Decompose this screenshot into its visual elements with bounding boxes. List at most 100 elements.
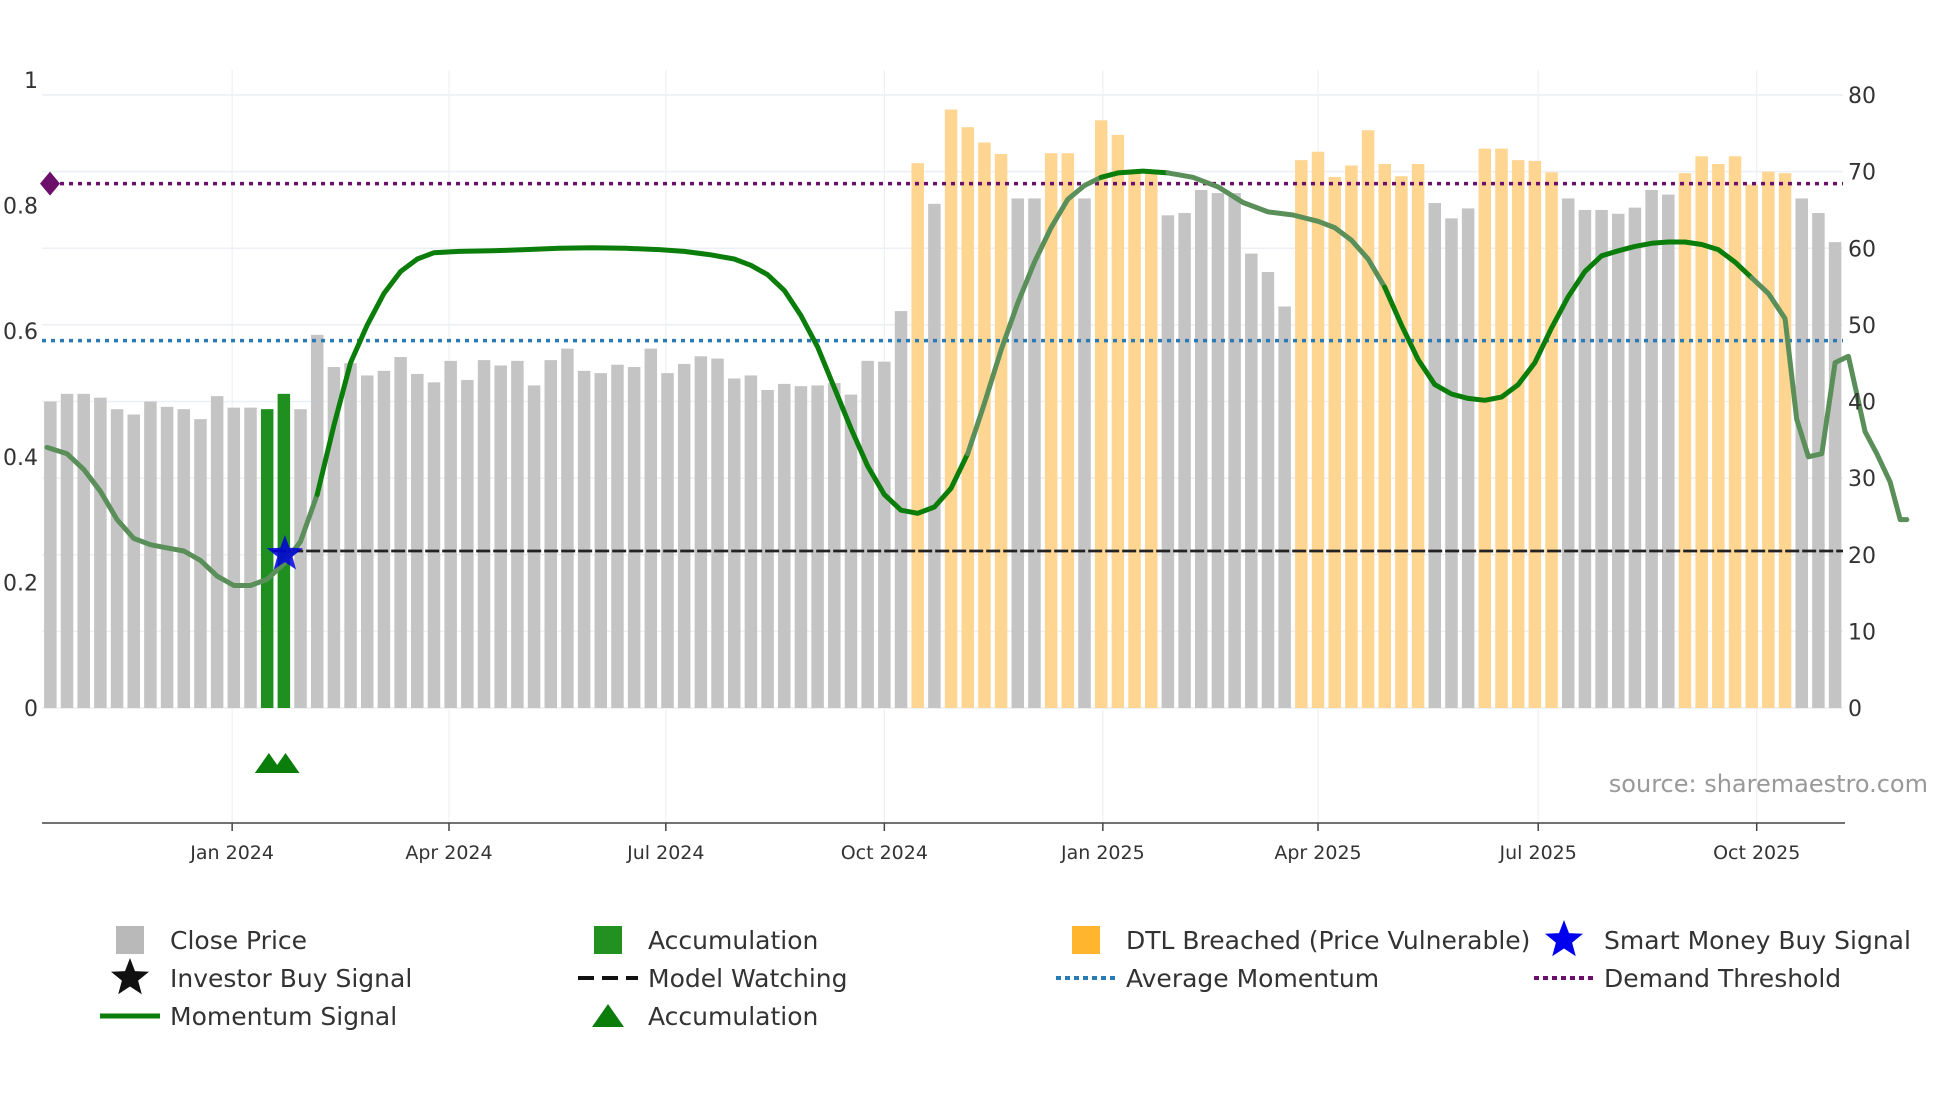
bar-dtl-65: [1128, 171, 1141, 708]
x-axis-tick-label: Oct 2025: [1713, 842, 1800, 864]
bar-close-29: [527, 385, 541, 708]
legend-label: Close Price: [170, 926, 307, 955]
legend-square-icon: [116, 926, 144, 954]
bar-dtl-89: [1528, 160, 1542, 708]
bar-dtl-66: [1144, 171, 1158, 708]
bar-close-22: [411, 373, 424, 708]
legend-label: Accumulation: [648, 926, 818, 955]
legend-square-icon: [594, 926, 622, 954]
legend-item: Demand Threshold: [1534, 964, 1841, 993]
bar-close-5: [127, 414, 140, 708]
bar-close-46: [811, 385, 824, 708]
bar-close-47: [828, 383, 841, 708]
bar-dtl-54: [944, 109, 958, 709]
bar-close-45: [794, 386, 808, 708]
bar-close-27: [494, 365, 507, 708]
bar-close-3: [94, 397, 107, 708]
bar-close-42: [744, 375, 758, 708]
legend-label: Smart Money Buy Signal: [1604, 926, 1911, 955]
bar-close-49: [861, 360, 874, 708]
left-axis-tick-label: 0.4: [3, 446, 38, 471]
bar-close-43: [761, 390, 774, 708]
bar-close-16: [310, 334, 324, 708]
bar-dtl-80: [1378, 163, 1391, 708]
bar-close-73: [1261, 272, 1275, 708]
bar-dtl-81: [1395, 176, 1408, 708]
bar-close-53: [928, 203, 941, 708]
momentum-signal: [44, 168, 1910, 588]
accumulation-triangle: [271, 753, 300, 773]
bar-close-35: [627, 367, 641, 708]
bar-close-94: [1612, 213, 1625, 709]
legend: Close Price Accumulation DTL Breached (Pri…: [100, 920, 1911, 1031]
bar-close-62: [1078, 198, 1091, 708]
bar-close-83: [1428, 203, 1442, 708]
bar-close-15: [294, 409, 307, 708]
bar-close-50: [878, 361, 891, 708]
legend-item: DTL Breached (Price Vulnerable): [1072, 926, 1530, 955]
momentum-line-dimmed: [1749, 275, 1910, 523]
bar-close-17: [327, 367, 341, 708]
bar-close-96: [1645, 190, 1658, 708]
bar-dtl-87: [1495, 148, 1508, 708]
reference-lines: [42, 181, 1843, 553]
legend-label: Model Watching: [648, 964, 848, 993]
left-axis-tick-label: 0.6: [3, 320, 38, 345]
bar-dtl-77: [1328, 176, 1341, 708]
bar-close-33: [594, 373, 608, 708]
bar-close-59: [1028, 198, 1041, 708]
legend-label: Investor Buy Signal: [170, 964, 412, 993]
bar-close-12: [244, 407, 257, 708]
legend-item: Accumulation: [594, 926, 818, 955]
legend-star-icon: [111, 958, 149, 995]
bar-dtl-101: [1728, 156, 1742, 709]
x-axis-tick-label: Jan 2024: [189, 842, 274, 864]
bar-close-21: [394, 357, 407, 708]
bar-close-6: [144, 401, 157, 708]
legend-item: Average Momentum: [1056, 964, 1379, 993]
bar-dtl-61: [1061, 153, 1075, 709]
bar-dtl-75: [1295, 160, 1308, 709]
legend-square-icon: [1072, 926, 1100, 954]
bar-close-37: [661, 373, 674, 708]
bar-dtl-104: [1778, 173, 1792, 709]
bar-close-10: [210, 396, 224, 708]
bar-close-40: [711, 358, 724, 708]
bar-close-7: [160, 406, 174, 708]
bar-close-11: [227, 407, 241, 708]
bar-dtl-55: [961, 127, 974, 709]
bars: [44, 109, 1842, 709]
bar-close-38: [677, 363, 691, 708]
legend-label: Demand Threshold: [1604, 964, 1841, 993]
x-axis-tick-label: Jul 2024: [626, 842, 704, 864]
bar-dtl-88: [1511, 160, 1525, 709]
bar-dtl-56: [978, 142, 991, 708]
bar-dtl-78: [1345, 165, 1358, 708]
bar-close-106: [1812, 213, 1825, 708]
bar-close-2: [77, 393, 90, 708]
momentum-line: [1382, 239, 1755, 403]
right-axis-tick-label: 10: [1848, 620, 1876, 645]
momentum-line-dimmed: [1165, 170, 1388, 290]
right-axis-tick-label: 60: [1848, 237, 1876, 262]
bar-dtl-60: [1044, 153, 1058, 709]
x-axis-tick-label: Jul 2025: [1499, 842, 1577, 864]
x-axis-tick-label: Apr 2024: [405, 842, 492, 864]
bar-close-107: [1828, 242, 1842, 708]
bar-close-20: [377, 370, 391, 708]
left-axis-tick-label: 0.2: [3, 571, 38, 596]
bar-dtl-82: [1411, 163, 1425, 708]
bar-dtl-102: [1745, 184, 1758, 708]
legend-label: DTL Breached (Price Vulnerable): [1126, 926, 1530, 955]
bar-dtl-90: [1545, 172, 1558, 709]
bar-close-30: [544, 360, 557, 708]
bar-close-85: [1461, 208, 1475, 708]
bar-close-44: [778, 383, 791, 708]
bar-dtl-64: [1111, 134, 1125, 709]
left-axis-tick-label: 0: [24, 697, 38, 722]
momentum-line-dimmed: [44, 444, 320, 588]
bar-close-67: [1161, 215, 1175, 708]
bar-close-93: [1595, 209, 1608, 708]
